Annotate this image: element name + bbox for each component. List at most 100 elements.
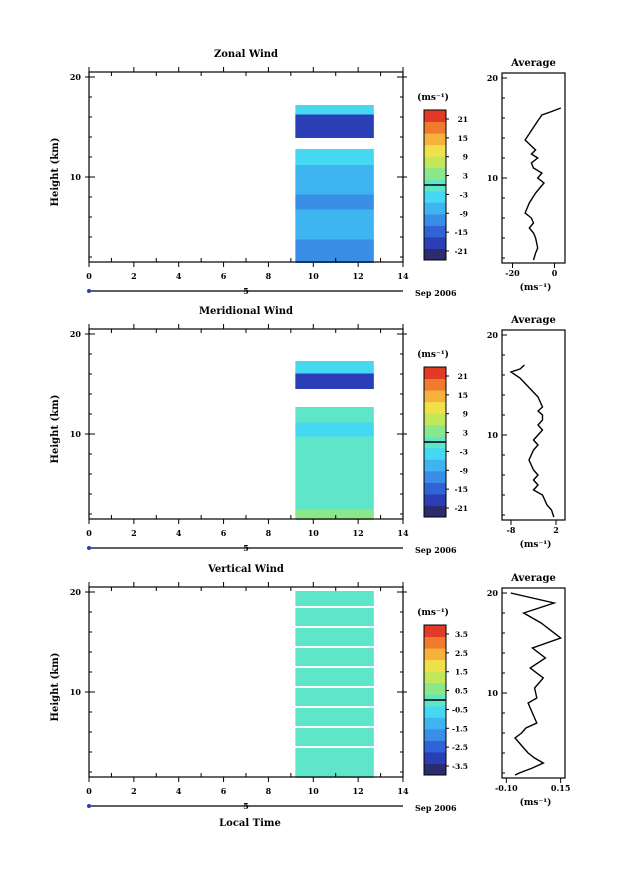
x-tick-label: 0 xyxy=(86,271,92,281)
date-axis-month-year: Sep 2006 xyxy=(415,288,457,298)
x-tick-label: 14 xyxy=(397,271,409,281)
x-tick-label: 14 xyxy=(397,786,409,796)
colorbar-tick-label: -0.5 xyxy=(452,705,468,714)
colorbar-swatch xyxy=(424,671,446,684)
colorbar-tick-label: 9 xyxy=(463,410,468,419)
heatmap-cell xyxy=(295,708,374,726)
average-x-tick-label: 0 xyxy=(552,268,558,278)
y-tick-label: 10 xyxy=(70,172,82,182)
colorbar-swatch xyxy=(424,413,446,426)
average-profile-line xyxy=(510,592,563,776)
colorbar-swatch xyxy=(424,367,446,380)
colorbar-unit: (ms⁻¹) xyxy=(417,349,449,360)
heatmap-cell xyxy=(295,361,374,374)
colorbar-swatch xyxy=(424,751,446,764)
colorbar-tick-label: -21 xyxy=(454,504,468,513)
x-tick-label: 2 xyxy=(131,528,137,538)
x-tick-label: 4 xyxy=(176,271,182,281)
average-x-unit: (ms⁻¹) xyxy=(520,539,552,550)
x-tick-label: 10 xyxy=(308,786,320,796)
x-tick-label: 0 xyxy=(86,528,92,538)
heatmap-cell xyxy=(295,668,374,686)
colorbar-swatch xyxy=(424,236,446,249)
heatmap-cell xyxy=(295,436,374,452)
colorbar-swatch xyxy=(424,424,446,437)
heatmap-cell xyxy=(295,509,374,520)
date-axis-month-year: Sep 2006 xyxy=(415,545,457,555)
x-tick-label: 6 xyxy=(221,271,227,281)
heatmap-cell xyxy=(295,239,374,252)
colorbar-tick-label: -1.5 xyxy=(452,724,468,733)
panel-2: Meridional Wind 20 10 0 2 4 6 8 10 12 14 Height (km… xyxy=(50,306,566,555)
colorbar-tick-label: -2.5 xyxy=(452,743,468,752)
heatmap-cell xyxy=(295,728,374,746)
heatmap-cell xyxy=(295,373,374,389)
y-tick-label: 20 xyxy=(70,587,82,597)
heatmap-cell xyxy=(295,451,374,467)
colorbar-swatch xyxy=(424,740,446,753)
colorbar-tick-label: -3 xyxy=(460,190,468,199)
average-frame xyxy=(501,329,566,521)
colorbar-tick-label: -21 xyxy=(454,247,468,256)
heatmap-cell xyxy=(295,628,374,646)
heatmap-cell xyxy=(295,422,374,437)
colorbar-swatch xyxy=(424,390,446,403)
colorbar-swatch xyxy=(424,482,446,495)
colorbar-swatch xyxy=(424,225,446,238)
colorbar-tick-label: -9 xyxy=(460,209,468,218)
average-x-unit: (ms⁻¹) xyxy=(520,797,552,808)
average-y-tick-label: 20 xyxy=(487,73,499,83)
heatmap-cell xyxy=(295,194,374,210)
y-axis-label: Height (km) xyxy=(50,395,61,464)
x-tick-label: 12 xyxy=(353,271,364,281)
x-tick-label: 0 xyxy=(86,786,92,796)
colorbar-tick-label: 3.5 xyxy=(455,630,468,639)
x-tick-label: 6 xyxy=(221,528,227,538)
x-tick-label: 12 xyxy=(353,786,364,796)
colorbar-swatch xyxy=(424,133,446,146)
average-y-tick-label: 20 xyxy=(487,330,499,340)
y-tick-label: 10 xyxy=(70,687,82,697)
y-axis-label: Height (km) xyxy=(50,138,61,207)
heatmap-cell xyxy=(295,748,374,765)
date-axis-day: 5 xyxy=(243,801,249,811)
date-axis-start-marker xyxy=(87,546,91,550)
x-tick-label: 4 xyxy=(176,528,182,538)
colorbar-swatch xyxy=(424,682,446,695)
colorbar-tick-label: 15 xyxy=(458,134,468,143)
heatmap-cell xyxy=(295,165,374,180)
colorbar-swatch xyxy=(424,648,446,661)
heatmap-cell xyxy=(295,481,374,497)
colorbar-swatch xyxy=(424,625,446,638)
heatmap-cell xyxy=(295,608,374,626)
panel-3: Vertical Wind 20 10 0 2 4 6 8 10 12 14 Height (km) 5… xyxy=(50,564,570,829)
y-tick-label: 20 xyxy=(70,329,82,339)
average-x-tick-label: 0.15 xyxy=(551,783,570,793)
panel-title: Zonal Wind xyxy=(214,49,278,60)
average-x-tick-label: -8 xyxy=(507,525,516,535)
colorbar-swatch xyxy=(424,459,446,472)
heatmap-cell xyxy=(295,123,374,138)
average-profile-line xyxy=(524,107,562,261)
colorbar-swatch xyxy=(424,121,446,134)
date-axis-day: 5 xyxy=(243,286,249,296)
colorbar-swatch xyxy=(424,636,446,649)
colorbar-swatch xyxy=(424,202,446,215)
x-tick-label: 10 xyxy=(308,271,320,281)
date-axis-day: 5 xyxy=(243,543,249,553)
heatmap-cell xyxy=(295,224,374,240)
average-x-tick-label: -20 xyxy=(505,268,520,278)
y-tick-label: 10 xyxy=(70,429,82,439)
heatmap-cell xyxy=(295,466,374,482)
colorbar-swatch xyxy=(424,144,446,157)
colorbar-swatch xyxy=(424,447,446,460)
x-tick-label: 6 xyxy=(221,786,227,796)
colorbar-tick-label: 3 xyxy=(463,172,468,181)
colorbar-swatch xyxy=(424,378,446,391)
colorbar-swatch xyxy=(424,763,446,776)
x-tick-label: 4 xyxy=(176,786,182,796)
x-tick-label: 8 xyxy=(266,528,272,538)
colorbar-tick-label: -9 xyxy=(460,466,468,475)
heatmap-cell xyxy=(295,648,374,666)
